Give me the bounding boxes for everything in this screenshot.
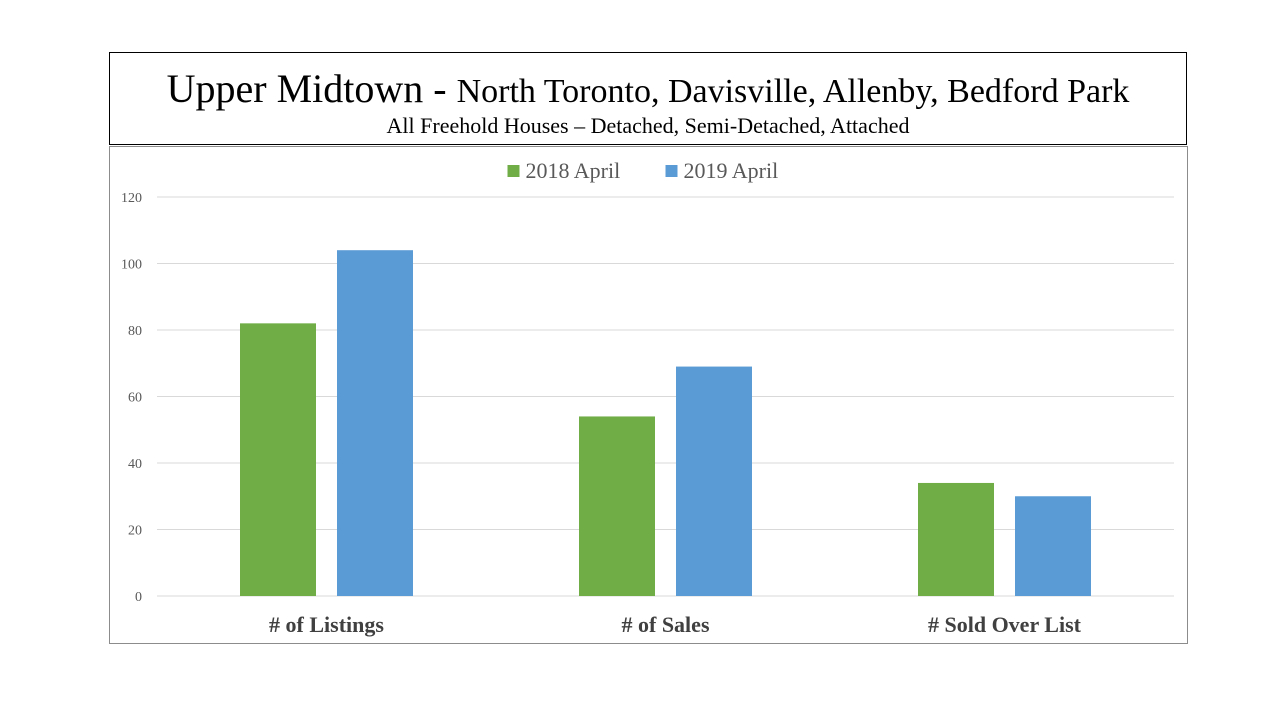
y-tick-label: 120 (121, 191, 142, 206)
legend-swatch (665, 165, 678, 177)
y-tick-label: 40 (128, 457, 142, 472)
bar-2018-3 (918, 482, 994, 596)
chart-title-areas: North Toronto, Davisville, Allenby, Bedf… (456, 73, 1130, 110)
y-tick-label: 0 (135, 590, 142, 605)
legend-swatch (507, 165, 520, 177)
bar-2018-2 (579, 416, 655, 596)
legend-label: 2019 April (684, 158, 779, 183)
x-category-label: # of Listings (269, 612, 384, 637)
chart-subtitle: All Freehold Houses – Detached, Semi-Det… (386, 113, 910, 138)
bar-chart: 0 20 40 60 80 100 120 # of Listings # of Sales # … (121, 158, 1174, 637)
legend-label: 2018 April (526, 158, 621, 183)
chart-title-main: Upper Midtown - (166, 66, 457, 111)
chart-area: 0 20 40 60 80 100 120 # of Listings # of Sales # … (109, 146, 1188, 644)
y-tick-label: 20 (128, 524, 142, 539)
bar-2019-1 (337, 250, 413, 596)
x-category-label: # of Sales (622, 612, 710, 637)
bar-2019-2 (676, 366, 752, 596)
y-tick-label: 100 (121, 258, 142, 273)
chart-title: Upper Midtown - North Toronto, Davisvill… (110, 69, 1186, 109)
bar-2018-1 (240, 323, 316, 596)
bar-2019-3 (1015, 496, 1091, 596)
y-tick-label: 80 (128, 324, 142, 339)
x-category-label: # Sold Over List (928, 612, 1082, 637)
y-tick-label: 60 (128, 391, 142, 406)
chart-title-box: Upper Midtown - North Toronto, Davisvill… (109, 52, 1187, 145)
